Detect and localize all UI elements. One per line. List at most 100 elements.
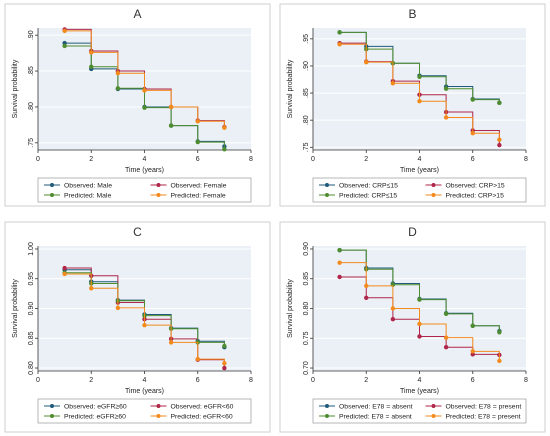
legend-swatch-marker	[325, 404, 329, 408]
legend-label: Predicted: Female	[171, 193, 226, 200]
data-point	[62, 265, 67, 271]
data-point	[390, 317, 396, 322]
x-axis-label: Time (years)	[125, 167, 164, 174]
legend	[312, 177, 527, 203]
data-point	[222, 125, 227, 130]
y-tick-label: .80	[28, 102, 35, 112]
data-point	[115, 86, 121, 91]
data-point	[443, 344, 449, 350]
data-point	[470, 323, 475, 328]
chart-title: B	[408, 7, 416, 21]
data-point	[195, 119, 200, 124]
chart-panel-a: A .75 .80 .85 .90 0 2 4 6 8 Time (years) Survival p…	[4, 3, 271, 207]
x-tick-label: 0	[36, 377, 40, 384]
legend	[37, 398, 252, 424]
x-tick-label: 8	[524, 156, 528, 163]
data-point	[497, 358, 502, 364]
y-tick-label: 0.75	[303, 331, 310, 345]
legend-label: Observed: E78 = absent	[339, 404, 413, 411]
data-point	[89, 64, 94, 69]
data-point	[195, 356, 200, 362]
data-point	[417, 74, 422, 80]
y-tick-label: .90	[28, 30, 35, 40]
y-tick-label: 0.80	[303, 302, 310, 316]
data-point	[364, 283, 369, 289]
legend-swatch-marker	[50, 404, 54, 408]
legend-swatch-marker	[431, 404, 436, 408]
data-point	[115, 71, 121, 76]
legend-label: Predicted: CRP>15	[446, 193, 505, 200]
data-point	[417, 99, 422, 104]
x-tick-label: 2	[89, 156, 93, 163]
y-axis-label: Survival probability	[12, 279, 19, 338]
x-tick-label: 0	[311, 377, 315, 384]
data-point	[417, 321, 422, 327]
data-point	[89, 50, 94, 55]
data-point	[168, 104, 174, 110]
data-point	[337, 260, 342, 265]
y-axis-label: Survival probability	[287, 59, 294, 118]
legend-label: Observed: eGFR<60	[171, 404, 234, 411]
data-point	[497, 137, 502, 142]
y-tick-label: 0.90	[303, 242, 310, 256]
y-tick-label: 0.80	[28, 361, 35, 375]
y-tick-label: .95	[303, 34, 310, 44]
x-tick-label: 8	[524, 377, 528, 384]
data-point	[497, 330, 502, 335]
legend-swatch-marker	[156, 193, 161, 197]
data-point	[470, 349, 475, 354]
legend-swatch-marker	[325, 414, 329, 418]
data-point	[195, 139, 200, 145]
data-point	[168, 340, 174, 345]
data-point	[62, 43, 67, 49]
data-point	[337, 247, 342, 253]
x-axis-label: Time (years)	[400, 388, 439, 395]
legend-label: Predicted: Male	[64, 193, 111, 200]
legend-swatch-marker	[50, 193, 54, 197]
data-point	[168, 123, 174, 128]
x-axis-label: Time (years)	[400, 167, 439, 174]
legend-swatch-marker	[50, 414, 54, 418]
data-point	[89, 286, 94, 291]
legend-label: Observed: E78 = present	[446, 404, 522, 411]
legend-swatch-marker	[325, 193, 329, 197]
data-point	[364, 59, 369, 65]
legend-swatch-marker	[156, 414, 161, 418]
data-point	[443, 86, 449, 91]
legend-label: Observed: eGFR≥60	[64, 404, 127, 411]
data-point	[443, 335, 449, 340]
x-tick-label: 6	[196, 156, 200, 163]
x-tick-label: 4	[418, 156, 422, 163]
x-axis-label: Time (years)	[125, 388, 164, 395]
data-point	[364, 295, 369, 300]
x-tick-label: 6	[471, 156, 475, 163]
x-tick-label: 0	[311, 156, 315, 163]
x-tick-label: 2	[364, 156, 368, 163]
data-point	[142, 88, 147, 93]
legend-label: Observed: CRP≤15	[339, 183, 398, 190]
data-point	[222, 343, 227, 349]
x-tick-label: 6	[196, 377, 200, 384]
data-point	[222, 147, 227, 152]
x-tick-label: 4	[143, 156, 147, 163]
legend-swatch-marker	[325, 183, 329, 187]
y-tick-label: 0.90	[28, 302, 35, 316]
y-tick-label: 0.85	[303, 272, 310, 286]
y-tick-label: .80	[303, 115, 310, 125]
data-point	[222, 365, 227, 371]
legend-swatch-marker	[431, 183, 436, 187]
y-tick-label: .90	[303, 61, 310, 71]
x-tick-label: 4	[418, 377, 422, 384]
data-point	[222, 361, 227, 366]
data-point	[417, 334, 422, 339]
data-point	[62, 271, 67, 277]
data-point	[470, 97, 475, 102]
data-point	[62, 28, 67, 34]
y-tick-label: .75	[28, 138, 35, 148]
y-tick-label: .75	[303, 142, 310, 152]
x-tick-label: 8	[249, 156, 253, 163]
legend-swatch-marker	[50, 183, 54, 187]
chart-title: D	[408, 225, 417, 239]
legend-swatch-marker	[431, 193, 436, 197]
